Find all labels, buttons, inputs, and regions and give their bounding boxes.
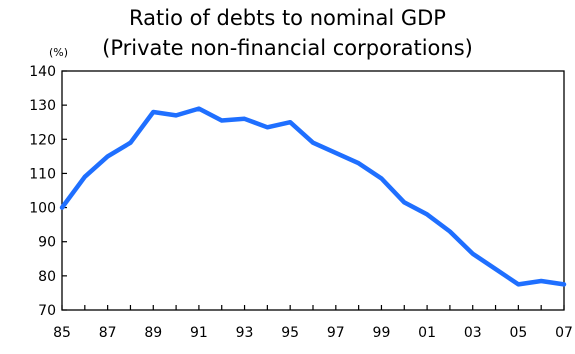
chart-title-line-1: Ratio of debts to nominal GDP xyxy=(0,6,575,30)
series-line-0 xyxy=(62,109,564,285)
x-tick-label: 89 xyxy=(144,325,162,341)
x-tick-label: 95 xyxy=(281,325,299,341)
y-axis-unit-label: (%) xyxy=(49,46,68,59)
y-tick-label: 70 xyxy=(38,303,56,319)
x-tick-label: 85 xyxy=(53,325,71,341)
y-tick-label: 130 xyxy=(29,98,56,114)
x-tick-label: 05 xyxy=(509,325,527,341)
y-tick-label: 120 xyxy=(29,132,56,148)
y-tick-label: 80 xyxy=(38,269,56,285)
y-tick-label: 100 xyxy=(29,201,56,217)
x-tick-label: 99 xyxy=(373,325,391,341)
x-tick-label: 97 xyxy=(327,325,345,341)
y-tick-label: 140 xyxy=(29,64,56,80)
x-tick-label: 93 xyxy=(236,325,254,341)
plot-frame xyxy=(62,71,564,310)
chart-title-line-2: (Private non-financial corporations) xyxy=(0,36,575,60)
x-tick-label: 07 xyxy=(555,325,573,341)
x-tick-label: 03 xyxy=(464,325,482,341)
x-tick-label: 91 xyxy=(190,325,208,341)
x-tick-label: 01 xyxy=(418,325,436,341)
x-tick-label: 87 xyxy=(99,325,117,341)
y-tick-label: 110 xyxy=(29,166,56,182)
y-tick-label: 90 xyxy=(38,235,56,251)
